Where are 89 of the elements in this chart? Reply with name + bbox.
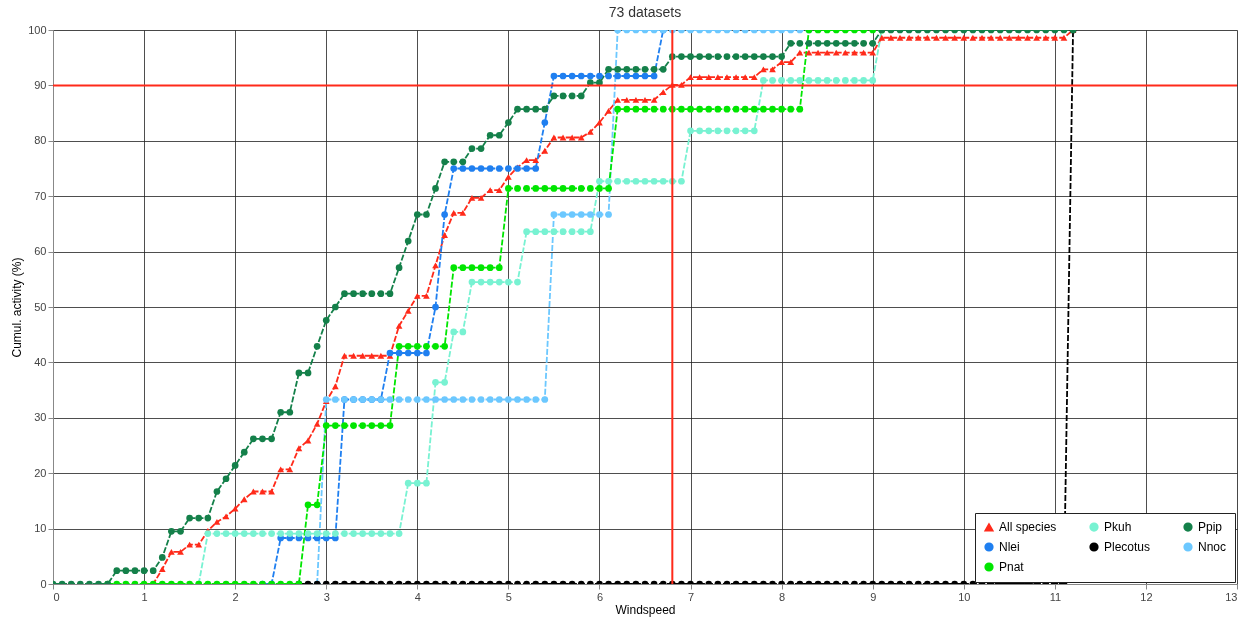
point — [596, 72, 603, 80]
point — [423, 349, 430, 357]
x-tick-label: 5 — [505, 590, 512, 603]
point — [432, 303, 439, 311]
point — [395, 396, 403, 403]
point — [541, 119, 549, 126]
x-tick-label: 4 — [414, 590, 421, 603]
x-tick-label: 3 — [323, 590, 330, 603]
point — [468, 165, 476, 172]
x-tick-label: 6 — [596, 590, 604, 603]
x-tick-label: 1 — [141, 590, 148, 603]
y-tick-label: 10 — [34, 522, 47, 535]
point — [577, 211, 585, 218]
point — [559, 211, 567, 218]
x-tick-label: 13 — [1225, 590, 1238, 603]
x-axis-title: Windspeed — [615, 602, 676, 617]
point — [623, 72, 631, 80]
point — [523, 165, 530, 172]
legend-label: Pnat — [999, 560, 1025, 574]
point — [614, 72, 622, 80]
x-tick-label: 12 — [1140, 590, 1153, 603]
point — [541, 396, 549, 403]
chart-title: 73 datasets — [608, 4, 682, 20]
point — [559, 72, 567, 80]
point — [441, 396, 448, 403]
point — [459, 396, 467, 403]
point — [423, 396, 430, 403]
y-tick-label: 50 — [34, 300, 47, 313]
point — [587, 211, 594, 218]
point — [605, 72, 612, 80]
point — [450, 396, 458, 403]
point — [441, 211, 448, 218]
y-tick-label: 40 — [34, 355, 47, 368]
point — [587, 72, 594, 80]
point — [505, 396, 512, 403]
point — [650, 72, 658, 80]
y-axis-title: Cumul. activity (%) — [10, 257, 25, 358]
x-tick-label: 7 — [687, 590, 695, 603]
point — [468, 396, 476, 403]
point — [395, 349, 403, 357]
point — [404, 349, 412, 357]
x-tick-label: 10 — [958, 590, 971, 603]
y-tick-label: 80 — [34, 134, 47, 147]
point — [605, 211, 612, 218]
y-tick-label: 60 — [34, 245, 47, 258]
legend-label: Pkuh — [1104, 520, 1132, 535]
point — [450, 165, 458, 172]
point — [505, 165, 512, 172]
point — [386, 396, 394, 403]
point — [404, 396, 412, 403]
point — [596, 211, 603, 218]
legend-label: Ppip — [1198, 520, 1223, 535]
point — [641, 72, 649, 80]
x-tick-label: 11 — [1049, 590, 1062, 603]
point — [477, 165, 485, 172]
point — [432, 396, 439, 403]
point — [331, 396, 339, 403]
y-tick-label: 30 — [34, 411, 47, 424]
x-tick-label: 9 — [870, 590, 877, 603]
legend-label: Nlei — [999, 540, 1020, 554]
point — [532, 165, 540, 172]
legend-label: Plecotus — [1104, 540, 1151, 554]
point — [413, 349, 421, 357]
point — [568, 72, 576, 80]
point — [532, 396, 540, 403]
y-tick-label: 100 — [28, 23, 47, 36]
legend-label: All species — [999, 520, 1057, 535]
point — [495, 165, 503, 172]
point — [486, 396, 494, 403]
y-tick-label: 70 — [34, 189, 47, 202]
point — [413, 396, 421, 403]
y-tick-label: 90 — [34, 78, 47, 91]
point — [486, 165, 494, 172]
point — [550, 72, 558, 80]
point — [632, 72, 640, 80]
point — [514, 396, 521, 403]
point — [550, 211, 558, 218]
point — [459, 165, 467, 172]
point — [577, 72, 585, 80]
x-tick-label: 8 — [779, 590, 786, 603]
point — [568, 211, 576, 218]
x-tick-label: 2 — [232, 590, 239, 603]
x-tick-label: 0 — [53, 590, 60, 603]
point — [495, 396, 503, 403]
legend-label: Nnoc — [1198, 540, 1227, 554]
y-tick-label: 0 — [40, 577, 47, 590]
y-tick-label: 20 — [34, 466, 47, 479]
point — [523, 396, 530, 403]
point — [477, 396, 485, 403]
